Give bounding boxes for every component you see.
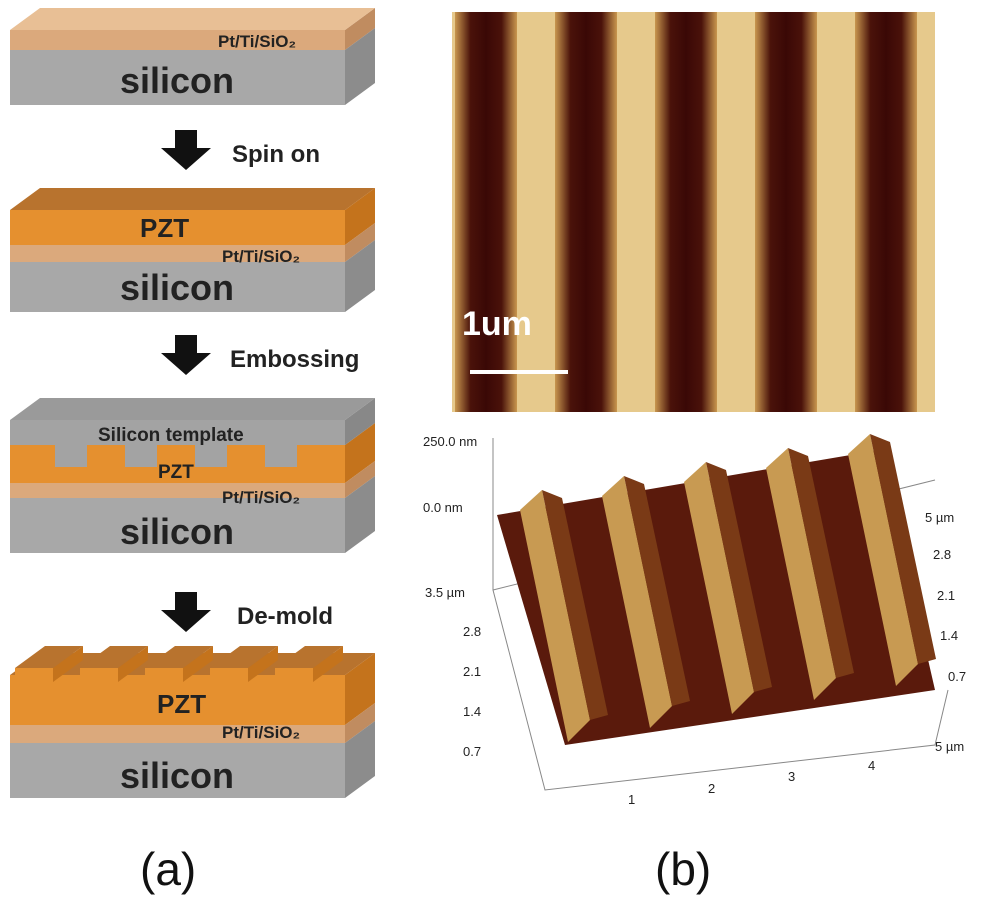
x-axis-label: 5 µm <box>935 739 964 754</box>
y-axis-label: 1.4 <box>463 704 481 719</box>
layer-label: Pt/Ti/SiO₂ <box>222 488 300 507</box>
layer <box>145 668 183 682</box>
arrow <box>161 130 211 170</box>
layer-top <box>10 8 375 30</box>
layer-label: Silicon template <box>98 425 244 446</box>
x-axis-label: 2 <box>708 781 715 796</box>
step-label: De-mold <box>237 603 333 630</box>
y-axis-label: 1.4 <box>940 628 958 643</box>
layer-label: silicon <box>120 60 234 101</box>
y-axis-label: 3.5 µm <box>425 585 465 600</box>
afm-stripe <box>855 12 917 412</box>
layer <box>210 668 248 682</box>
layer <box>80 668 118 682</box>
scale-bar-label: 1um <box>462 305 532 343</box>
z-axis-label: 250.0 nm <box>423 434 477 449</box>
y-axis-label: 2.1 <box>463 664 481 679</box>
step-label: Embossing <box>230 346 359 373</box>
template-tooth <box>125 445 157 467</box>
template-tooth <box>265 445 297 467</box>
afm-stripe <box>555 12 617 412</box>
layer-label: PZT <box>157 689 206 719</box>
y-axis-label: 2.1 <box>937 588 955 603</box>
x-axis-label: 3 <box>788 769 795 784</box>
panel-label: (b) <box>655 843 711 895</box>
x-axis-label: 1 <box>628 792 635 807</box>
layer-top <box>10 188 375 210</box>
layer-label: silicon <box>120 511 234 552</box>
panel-label: (a) <box>140 843 196 895</box>
layer-top <box>10 398 375 420</box>
afm-stripe <box>755 12 817 412</box>
y-axis-label: 2.8 <box>463 624 481 639</box>
template-tooth <box>55 445 87 467</box>
layer-label: PZT <box>140 213 189 243</box>
y-axis-label: 0.7 <box>948 669 966 684</box>
layer-label: Pt/Ti/SiO₂ <box>222 723 300 742</box>
layer <box>275 668 313 682</box>
y-axis-label: 2.8 <box>933 547 951 562</box>
template-tooth <box>195 445 227 467</box>
figure: Pt/Ti/SiO₂ silicon Spin on PZT Pt/Ti/SiO… <box>0 0 981 897</box>
afm-stripe <box>655 12 717 412</box>
layer-label: Pt/Ti/SiO₂ <box>222 247 300 266</box>
layer-label: PZT <box>158 462 194 483</box>
layer-label: silicon <box>120 267 234 308</box>
layer-label: Pt/Ti/SiO₂ <box>218 32 296 51</box>
page: {"panel_a":{"label":"(a)","steps":[ {"la… <box>0 0 981 897</box>
y-axis-label: 0.7 <box>463 744 481 759</box>
z-axis-label: 0.0 nm <box>423 500 463 515</box>
step-label: Spin on <box>232 141 320 168</box>
arrow <box>161 592 211 632</box>
layer-label: silicon <box>120 755 234 796</box>
layer <box>15 668 53 682</box>
x-axis-label: 4 <box>868 758 875 773</box>
afm-3d-surface <box>497 434 936 745</box>
y-axis-label: 5 µm <box>925 510 954 525</box>
diagram-shapes <box>10 8 375 798</box>
arrow <box>161 335 211 375</box>
afm-stripe <box>455 12 517 412</box>
